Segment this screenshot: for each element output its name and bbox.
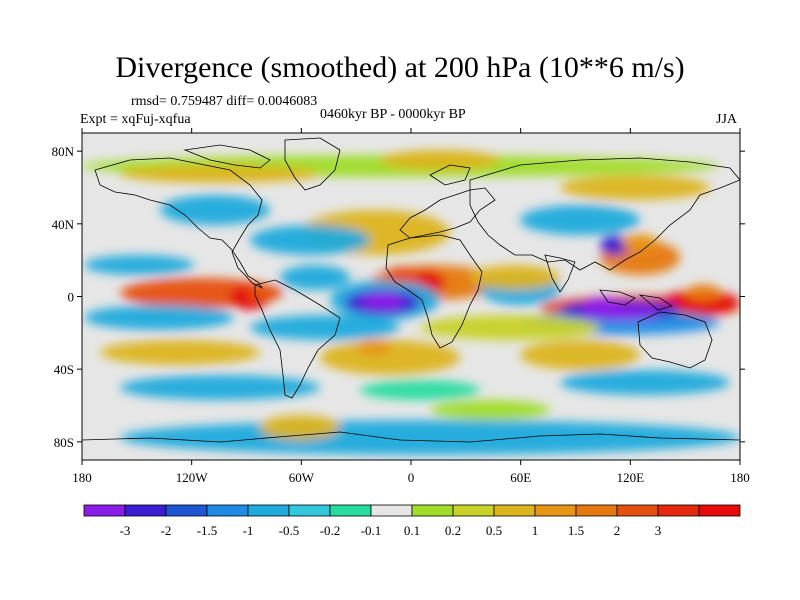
stats-label: rmsd= 0.759487 diff= 0.0046083 xyxy=(131,94,318,109)
colorbar-label: -3 xyxy=(120,523,131,538)
colorbar-swatch xyxy=(411,504,454,517)
colorbar-label: 0.1 xyxy=(404,523,420,538)
feature-indian-ocean-convergence xyxy=(584,297,621,314)
colorbar-swatch xyxy=(616,504,659,517)
colorbar-label: 1 xyxy=(532,523,539,538)
colorbar-label: -2 xyxy=(161,523,172,538)
colorbar-swatch xyxy=(575,504,618,517)
x-tick-label: 120W xyxy=(176,470,209,485)
x-tick-label: 60E xyxy=(510,470,531,485)
colorbar-swatch xyxy=(247,504,290,517)
colorbar-label: -1.5 xyxy=(197,523,218,538)
feature-west-pacific-divergence xyxy=(685,284,722,301)
season-label: JJA xyxy=(716,112,738,127)
feature-equatorial-atlantic-convergence xyxy=(365,292,402,309)
coastlines xyxy=(82,137,740,443)
y-tick-label: 0 xyxy=(68,290,75,305)
colorbar-swatch xyxy=(657,504,700,517)
colorbar-swatch xyxy=(83,504,126,517)
divergence-field xyxy=(82,133,740,460)
colorbar-label: -0.2 xyxy=(320,523,341,538)
feature-south-atlantic-divergence xyxy=(356,339,393,356)
x-tick-label: 180 xyxy=(72,470,92,485)
feature-east-pacific-divergence xyxy=(246,284,283,301)
colorbar-label: 2 xyxy=(614,523,621,538)
colorbar-swatch xyxy=(206,504,249,517)
colorbar-label: 3 xyxy=(655,523,662,538)
colorbar-label: -1 xyxy=(243,523,254,538)
x-tick-label: 180 xyxy=(730,470,750,485)
x-tick-label: 0 xyxy=(408,470,415,485)
colorbar-swatch xyxy=(493,504,536,517)
colorbar-swatch xyxy=(534,504,577,517)
colorbar-swatch xyxy=(698,504,741,517)
colorbar-swatch xyxy=(329,504,372,517)
experiment-label: Expt = xqFuj-xqfua xyxy=(80,112,191,127)
y-tick-label: 40S xyxy=(54,362,74,377)
plot-title: Divergence (smoothed) at 200 hPa (10**6 … xyxy=(115,51,685,84)
period-label: 0460kyr BP - 0000kyr BP xyxy=(320,107,466,122)
y-tick-label: 40N xyxy=(52,217,75,232)
feature-east-asia-divergence xyxy=(621,234,658,250)
colorbar-swatch xyxy=(288,504,331,517)
x-tick-label: 120E xyxy=(617,470,645,485)
colorbar-label: 0.5 xyxy=(486,523,502,538)
colorbar-label: -0.1 xyxy=(361,523,382,538)
colorbar-swatch xyxy=(124,504,167,517)
colorbar-label: -0.5 xyxy=(279,523,300,538)
colorbar-swatch xyxy=(452,504,495,517)
colorbar-label: 1.5 xyxy=(568,523,584,538)
y-tick-label: 80S xyxy=(54,435,74,450)
y-tick-label: 80N xyxy=(52,144,75,159)
colorbar-swatch xyxy=(165,504,208,517)
feature-west-africa-divergence xyxy=(383,266,420,283)
colorbar: -3 -2 -1.5 -1 -0.5 -0.2 -0.1 0.1 0.2 0.5 1 1.5 2 3 xyxy=(83,504,741,538)
colorbar-label: 0.2 xyxy=(445,523,461,538)
colorbar-swatch xyxy=(370,504,413,517)
x-tick-label: 60W xyxy=(289,470,315,485)
